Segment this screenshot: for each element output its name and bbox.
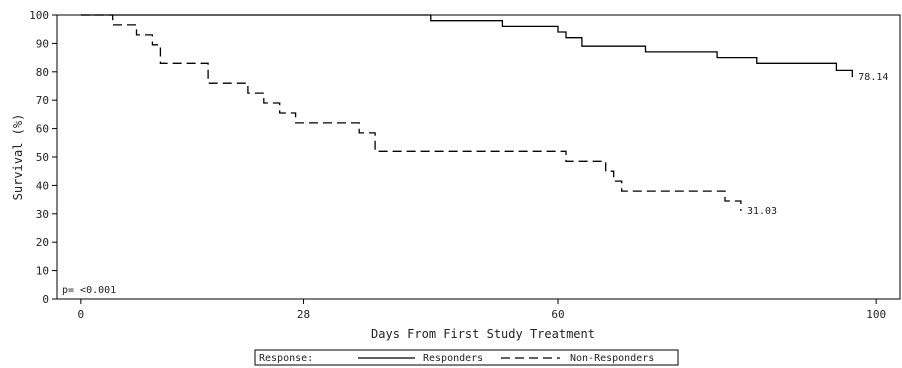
y-tick-label: 30	[36, 208, 49, 221]
x-tick-label: 28	[297, 308, 310, 321]
y-tick-label: 100	[29, 9, 49, 22]
plot-frame	[56, 14, 901, 300]
p-value-annotation: p= <0.001	[62, 285, 116, 296]
y-tick-label: 60	[36, 123, 49, 136]
legend-label-non-responders: Non-Responders	[570, 353, 654, 364]
series-line-non-responders	[80, 14, 742, 211]
legend-label-responders: Responders	[423, 353, 483, 364]
x-axis-title: Days From First Study Treatment	[371, 327, 595, 341]
y-tick-label: 70	[36, 94, 49, 107]
x-tick-label: 100	[866, 308, 886, 321]
x-axis-ticks: 0 28 60 100	[78, 299, 886, 321]
end-label-non-responders: 31.03	[747, 206, 777, 217]
series-line-responders	[80, 14, 853, 78]
series-layer: 78.14 31.03	[80, 14, 888, 217]
y-tick-label: 50	[36, 151, 49, 164]
y-axis-ticks: 0 10 20 30 40 50 60 70 80 90 100	[29, 9, 57, 306]
legend-title: Response:	[259, 353, 313, 364]
y-tick-label: 20	[36, 236, 49, 249]
y-axis-title: Survival (%)	[11, 114, 25, 201]
y-tick-label: 0	[42, 293, 49, 306]
end-label-responders: 78.14	[858, 72, 888, 83]
y-tick-label: 40	[36, 179, 49, 192]
y-tick-label: 90	[36, 37, 49, 50]
y-tick-label: 10	[36, 265, 49, 278]
legend: Response: Responders Non-Responders	[254, 349, 679, 366]
x-tick-label: 60	[551, 308, 564, 321]
y-tick-label: 80	[36, 66, 49, 79]
legend-box	[254, 349, 679, 366]
x-tick-label: 0	[78, 308, 85, 321]
